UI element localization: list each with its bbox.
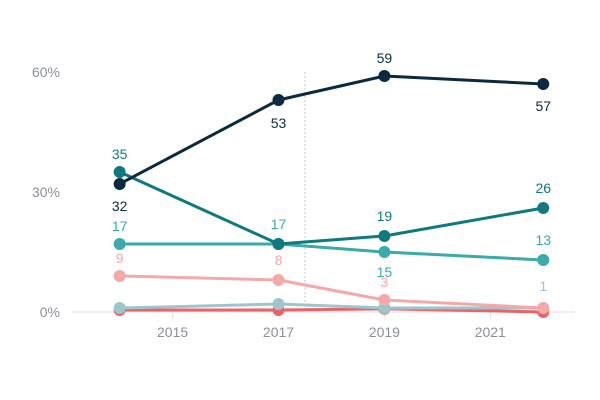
y-axis-ticks: 0% 30% 60% <box>32 64 60 320</box>
data-label: 3 <box>380 274 388 290</box>
data-label: 26 <box>535 180 551 196</box>
data-label: 53 <box>271 115 287 131</box>
data-label: 35 <box>112 146 128 162</box>
data-label: 17 <box>112 218 128 234</box>
series-point <box>537 302 550 314</box>
x-tick-label: 2017 <box>263 324 294 340</box>
data-label: 19 <box>377 208 393 224</box>
series-line <box>118 242 545 262</box>
series-point <box>113 166 126 178</box>
series-point <box>537 254 550 266</box>
series-group <box>113 70 550 318</box>
y-tick-label: 0% <box>40 304 60 320</box>
series-point <box>272 298 285 310</box>
series-line <box>118 274 545 310</box>
series-line <box>118 170 545 246</box>
data-label: 32 <box>112 198 128 214</box>
x-axis-ticks: 2015 2017 2019 2021 <box>157 312 506 340</box>
series-point <box>378 70 391 82</box>
data-label: 8 <box>275 252 283 268</box>
data-label: 15 <box>377 264 393 280</box>
x-tick-label: 2015 <box>157 324 188 340</box>
series-point <box>272 94 285 106</box>
series-point <box>378 294 391 306</box>
series-point <box>378 246 391 258</box>
series-point <box>537 202 550 214</box>
data-label: 59 <box>377 50 393 66</box>
series-point <box>113 302 126 314</box>
series-point <box>272 274 285 286</box>
y-tick-label: 30% <box>32 184 60 200</box>
series-line <box>118 302 545 310</box>
data-label: 1 <box>539 278 547 294</box>
y-tick-label: 60% <box>32 64 60 80</box>
series-line <box>118 307 545 314</box>
series-point <box>537 78 550 90</box>
data-label: 57 <box>535 98 551 114</box>
x-tick-label: 2021 <box>475 324 506 340</box>
series-point <box>113 270 126 282</box>
series-point <box>378 230 391 242</box>
series-line <box>118 74 545 186</box>
data-label: 17 <box>271 216 287 232</box>
series-point <box>113 178 126 190</box>
data-label: 9 <box>116 250 124 266</box>
data-labels: 32 53 59 57 35 19 26 17 17 15 13 9 8 3 1 <box>112 50 551 294</box>
x-tick-label: 2019 <box>369 324 400 340</box>
data-label: 13 <box>535 232 551 248</box>
series-point <box>113 238 126 250</box>
series-point <box>272 238 285 250</box>
